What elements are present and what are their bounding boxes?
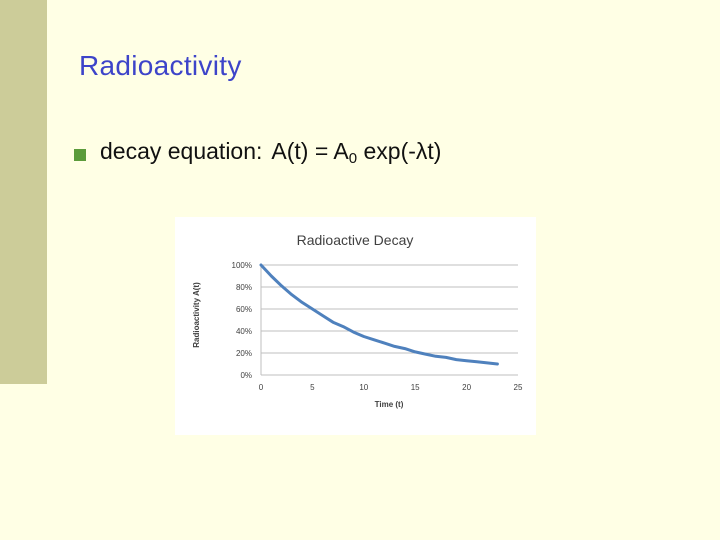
data-point (373, 339, 375, 341)
data-point (476, 361, 478, 363)
bullet-text: decay equation: A(t) = A0 exp(-λt) (100, 138, 441, 167)
data-point (342, 326, 344, 328)
equation-rhs: exp(-λt) (357, 138, 442, 164)
x-tick-label: 20 (462, 383, 471, 392)
x-tick-label: 0 (259, 383, 264, 392)
decay-chart: Radioactive Decay 0% 20% 40% 60% 80% 100% 0 5 10… (175, 217, 536, 435)
data-point (270, 275, 272, 277)
data-point (445, 356, 447, 358)
y-tick-label: 60% (236, 305, 252, 314)
y-tick-label: 80% (236, 283, 252, 292)
data-point (280, 285, 283, 287)
x-tick-label: 10 (359, 383, 368, 392)
chart-svg: Radioactive Decay 0% 20% 40% 60% 80% 100% 0 5 10… (192, 232, 523, 409)
x-axis-label: Time (t) (375, 400, 404, 409)
left-accent-bar (0, 0, 47, 384)
equation-lhs: A(t) = A (271, 138, 349, 164)
y-tick-label: 40% (236, 327, 252, 336)
data-point (404, 348, 406, 350)
x-tick-label: 5 (310, 383, 315, 392)
data-point (394, 345, 396, 347)
bullet-prefix: decay equation: (100, 138, 263, 164)
y-axis-label: Radioactivity A(t) (192, 282, 201, 348)
data-point (383, 342, 385, 344)
data-point (486, 362, 488, 364)
equation-subscript: 0 (348, 150, 358, 167)
data-point (311, 308, 313, 310)
data-point (332, 321, 334, 323)
data-point (455, 359, 457, 361)
data-point (291, 294, 293, 296)
y-tick-label: 20% (236, 349, 252, 358)
data-point (363, 335, 365, 338)
x-tick-label: 25 (514, 383, 523, 392)
data-point (424, 353, 427, 355)
bullet-square-icon (74, 148, 86, 161)
data-point (260, 264, 262, 266)
data-point (414, 351, 416, 353)
y-tick-label: 100% (232, 261, 252, 270)
data-point (322, 315, 324, 317)
data-point (301, 301, 303, 303)
data-point (466, 360, 468, 362)
data-point (352, 331, 355, 333)
chart-title: Radioactive Decay (297, 232, 414, 248)
slide-title: Radioactivity (79, 50, 242, 81)
series-line (259, 263, 499, 366)
bullet-item: decay equation: A(t) = A0 exp(-λt) (74, 138, 441, 167)
y-tick-label: 0% (240, 371, 252, 380)
data-point (496, 363, 499, 365)
data-point (435, 355, 437, 357)
x-tick-label: 15 (411, 383, 420, 392)
